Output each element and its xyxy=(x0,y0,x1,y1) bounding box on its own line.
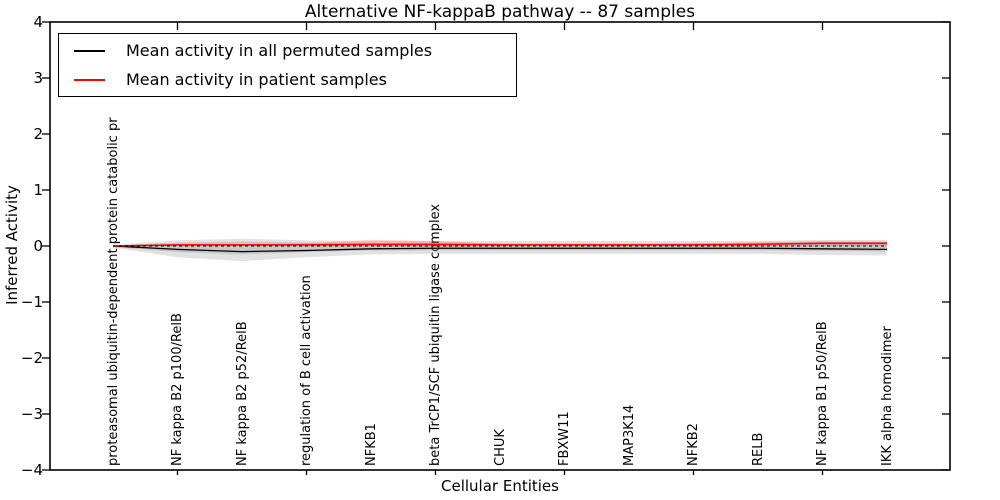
y-tick-label: 0 xyxy=(33,237,43,255)
y-tick-label: 4 xyxy=(33,13,43,31)
y-tick-label: −2 xyxy=(20,349,43,367)
x-category-label: NFKB2 xyxy=(686,423,701,466)
x-category-label: NF kappa B2 p100/RelB xyxy=(170,313,185,466)
permuted-range-inner-band xyxy=(113,241,887,255)
y-tick-label: 1 xyxy=(33,181,43,199)
x-category-label: beta TrCP1/SCF ubiquitin ligase complex xyxy=(428,203,443,466)
legend-entry-patient: Mean activity in patient samples xyxy=(74,69,516,91)
legend: Mean activity in all permuted samples Me… xyxy=(58,33,517,97)
y-tick-label: −1 xyxy=(20,293,43,311)
patient-range-band xyxy=(113,239,887,247)
x-category-label: NFKB1 xyxy=(363,423,379,466)
x-category-label: proteasomal ubiquitin-dependent protein … xyxy=(105,117,121,466)
y-tick-label: 3 xyxy=(33,69,43,87)
patient-line-sample xyxy=(74,78,105,81)
x-category-label: NF kappa B2 p52/RelB xyxy=(234,321,250,466)
legend-label-patient: Mean activity in patient samples xyxy=(126,70,387,89)
x-category-label: IKK alpha homodimer xyxy=(879,326,895,466)
chart-title: Alternative NF-kappaB pathway -- 87 samp… xyxy=(304,2,696,22)
legend-entry-permuted: Mean activity in all permuted samples xyxy=(74,40,516,62)
x-category-label: regulation of B cell activation xyxy=(299,275,314,466)
y-tick-label: −4 xyxy=(20,461,43,479)
x-category-label: CHUK xyxy=(492,429,508,466)
x-category-label: MAP3K14 xyxy=(621,404,637,466)
legend-label-permuted: Mean activity in all permuted samples xyxy=(126,41,433,60)
x-category-label: FBXW11 xyxy=(557,411,572,466)
patient-mean-line xyxy=(112,242,887,247)
y-tick-label: −3 xyxy=(20,405,43,423)
permuted-range-outer-band xyxy=(113,238,887,262)
x-category-label: NF kappa B1 p50/RelB xyxy=(815,321,830,466)
x-axis-label: Cellular Entities xyxy=(441,477,559,495)
permuted-line-sample xyxy=(74,49,105,52)
permuted-mean-line xyxy=(112,245,888,253)
y-tick-label: 2 xyxy=(33,125,43,143)
x-category-label: RELB xyxy=(750,432,766,466)
